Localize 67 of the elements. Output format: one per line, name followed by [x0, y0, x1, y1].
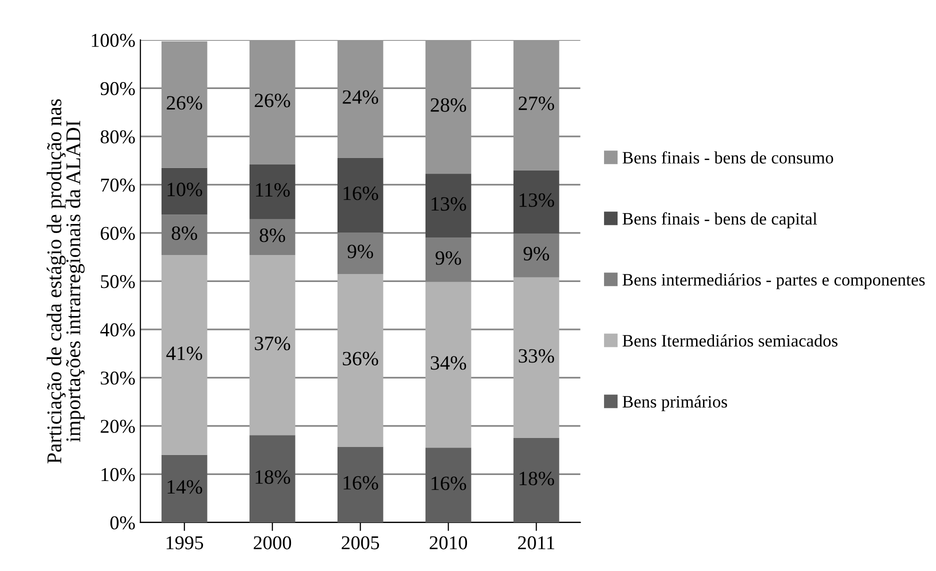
- legend-label: Bens finais - bens de capital: [622, 212, 818, 228]
- data-label: 11%: [256, 183, 290, 197]
- data-label: 8%: [172, 226, 198, 240]
- data-label: 37%: [254, 336, 290, 350]
- bar: [425, 282, 472, 448]
- y-tick-label: 70%: [101, 178, 135, 192]
- bar: [162, 168, 208, 215]
- bar: [250, 435, 296, 522]
- bar: [337, 274, 384, 447]
- x-tick-label: 2000: [254, 536, 292, 550]
- data-label: 18%: [256, 470, 290, 484]
- y-tick-label: 40%: [100, 323, 135, 336]
- data-label: 16%: [344, 186, 378, 200]
- x-tick-label: 2005: [342, 536, 380, 550]
- y-tick-label: 10%: [102, 468, 135, 482]
- y-tick-label: 100%: [92, 34, 135, 47]
- y-tick-label: 20%: [100, 420, 135, 433]
- bar: [513, 40, 560, 170]
- data-label: 24%: [342, 90, 378, 104]
- data-label: 41%: [166, 346, 202, 360]
- bar: [425, 40, 472, 174]
- legend-label: Bens Itermediários semiacados: [622, 334, 838, 347]
- data-label: 10%: [168, 182, 202, 196]
- x-tick-label: 2010: [430, 536, 468, 550]
- y-tick-label: 30%: [100, 372, 135, 385]
- data-label: 14%: [168, 480, 202, 494]
- bar: [162, 255, 208, 455]
- bar: [513, 277, 560, 438]
- data-label: 16%: [344, 476, 378, 490]
- data-label: 27%: [518, 96, 554, 110]
- data-label: 13%: [520, 193, 554, 207]
- bar: [337, 446, 384, 522]
- bar: [162, 41, 208, 168]
- bar: [425, 174, 472, 238]
- bar: [513, 170, 560, 234]
- bar: [425, 448, 472, 522]
- data-label: 16%: [432, 476, 466, 490]
- data-label: 34%: [430, 356, 466, 370]
- bar: [250, 40, 296, 164]
- y-tick-label: 60%: [100, 226, 135, 240]
- bar: [250, 255, 296, 436]
- y-tick-label: 50%: [101, 275, 135, 288]
- x-tick-label: 1995: [166, 536, 204, 550]
- y-tick-label: 80%: [100, 130, 135, 144]
- x-tick-label: 2011: [518, 536, 554, 550]
- data-label: 26%: [254, 94, 290, 108]
- data-label: 9%: [436, 251, 462, 265]
- data-label: 36%: [342, 352, 378, 366]
- data-label: 18%: [520, 472, 554, 486]
- bar: [513, 438, 560, 522]
- legend-label: Bens finais - bens de consumo: [622, 151, 834, 164]
- bar: [250, 164, 296, 219]
- y-tick-label: 90%: [100, 82, 135, 96]
- data-label: 26%: [166, 96, 202, 110]
- bar: [337, 158, 384, 232]
- bar: [337, 40, 384, 158]
- legend-label: Bens intermediários - partes e componentes: [622, 273, 925, 290]
- data-label: 28%: [430, 98, 466, 112]
- data-label: 13%: [432, 197, 466, 211]
- data-label: 9%: [348, 244, 374, 258]
- bar: [162, 454, 208, 522]
- y-axis-title: Particiação de cada estágio de produção nas importações intrarregionais da ALADI: [46, 99, 85, 464]
- y-tick-label: 0%: [110, 516, 135, 530]
- data-label: 33%: [518, 349, 554, 363]
- data-label: 9%: [524, 246, 550, 261]
- legend-label: Bens primários: [622, 395, 728, 412]
- data-label: 8%: [260, 228, 286, 242]
